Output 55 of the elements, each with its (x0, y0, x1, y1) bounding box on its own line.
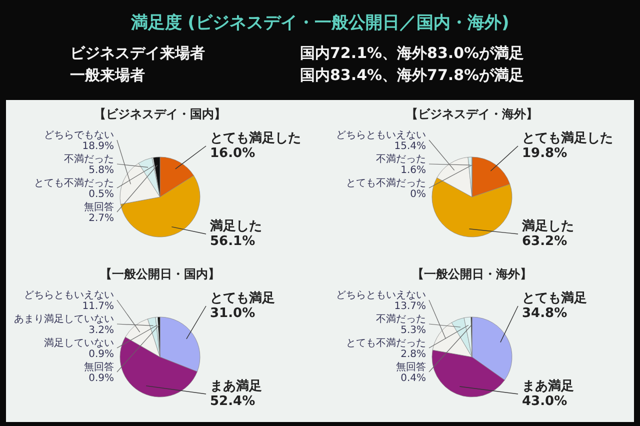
slice-label: どちらともいえない (336, 130, 426, 141)
data-label: 3.2% (88, 325, 114, 336)
slice-label: 満足した (521, 219, 574, 234)
slice-label: とても満足 (522, 291, 587, 306)
chart-title: 【一般公開日・国内】 (100, 267, 220, 281)
data-label: 0.9% (88, 373, 114, 384)
data-label: 0.9% (88, 349, 114, 360)
chart-title: 【一般公開日・海外】 (412, 267, 532, 281)
data-label: 0.5% (88, 189, 114, 200)
data-label: 18.9% (82, 141, 114, 152)
slice-label: とても満足 (210, 291, 275, 306)
data-label: 1.6% (400, 165, 426, 176)
text: 0% (410, 189, 426, 200)
data-label: 2.7% (88, 213, 114, 224)
slice-label: まあ満足 (210, 379, 262, 394)
slice-label: まあ満足 (522, 379, 574, 394)
slice-label: 満足していない (44, 337, 114, 349)
slice-label: 不満だった (64, 153, 114, 165)
data-label: 31.0% (210, 306, 256, 321)
slice-label: 無回答 (84, 201, 114, 213)
data-label: 5.8% (88, 165, 114, 176)
slice-label: どちらともいえない (336, 290, 426, 301)
slice-label: とても不満だった (34, 177, 114, 189)
slice-label: 満足した (209, 219, 262, 234)
chart-title: 【ビジネスデイ・国内】 (94, 107, 226, 121)
text: 満足度 (ビジネスデイ・一般公開日／国内・海外) (130, 13, 510, 33)
data-label: 13.7% (394, 301, 426, 312)
slice-label: とても満足した (522, 131, 613, 146)
data-label: 56.1% (210, 234, 256, 249)
data-label: 5.3% (400, 325, 426, 336)
text: 一般来場者 (70, 66, 145, 84)
data-label: 11.7% (82, 301, 114, 312)
data-label: 2.8% (400, 349, 426, 360)
data-label: 15.4% (394, 141, 426, 152)
slice-label: 不満だった (376, 153, 426, 165)
slice-label: あまり満足していない (14, 313, 114, 325)
data-label: 16.0% (210, 146, 256, 161)
data-label: 63.2% (522, 234, 568, 249)
chart-title: 【ビジネスデイ・海外】 (406, 107, 538, 121)
data-label: 52.4% (210, 394, 256, 409)
legend-label: とても不満だった (346, 177, 426, 189)
data-label: 34.8% (522, 306, 568, 321)
text: 国内83.4%、海外77.8%が満足 (300, 66, 524, 84)
slice-label: とても満足した (210, 131, 301, 146)
slice-label: 不満だった (376, 313, 426, 325)
slice-label: とても不満だった (346, 337, 426, 349)
slice-label: 無回答 (84, 361, 114, 373)
slice-label: 無回答 (396, 361, 426, 373)
slice-label: どちらでもない (44, 130, 114, 141)
text: ビジネスデイ来場者 (70, 44, 205, 62)
data-label: 43.0% (522, 394, 568, 409)
slice-label: どちらともいえない (24, 290, 114, 301)
text: 国内72.1%、海外83.0%が満足 (300, 44, 524, 62)
data-label: 19.8% (522, 146, 568, 161)
data-label: 0.4% (400, 373, 426, 384)
